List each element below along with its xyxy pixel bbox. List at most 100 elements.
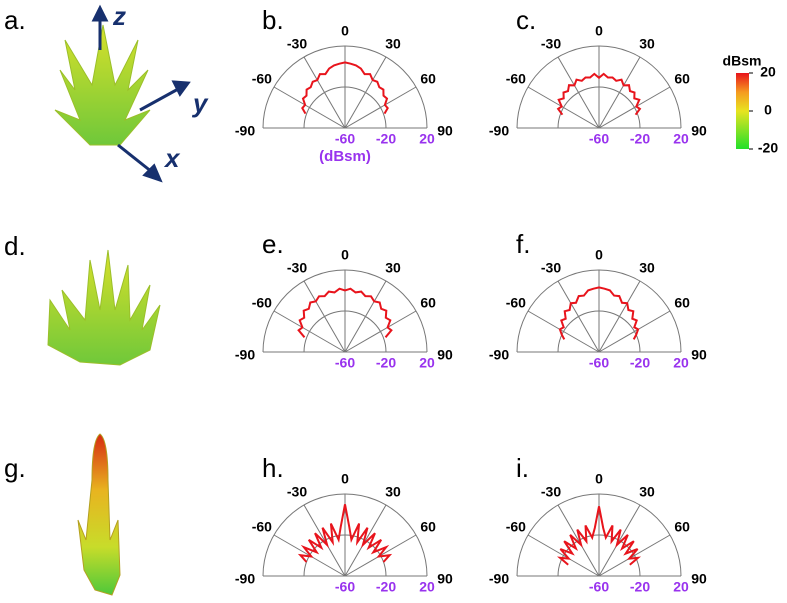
angle-tick-label: -30 [541, 484, 561, 500]
angle-tick-label: 60 [674, 519, 690, 535]
angle-tick-label: -60 [506, 71, 526, 87]
angle-tick-label: -90 [489, 347, 509, 363]
r-tick-label: -20 [630, 131, 650, 147]
rcs-curve [558, 286, 640, 340]
panel-label: f. [516, 229, 530, 259]
angle-tick-label: 0 [595, 23, 603, 39]
grid-spoke [598, 534, 671, 577]
axis-name: z [112, 1, 126, 31]
angle-tick-label: -60 [252, 71, 272, 87]
grid-spoke [598, 280, 641, 353]
rcs-curve [301, 61, 389, 115]
rcs-curve [556, 506, 642, 566]
grid-spoke [557, 56, 600, 129]
axis-name: y [191, 88, 209, 118]
r-tick-label: -20 [630, 355, 650, 371]
r-tick-label: -20 [376, 579, 396, 595]
r-unit-label: (dBsm) [319, 148, 371, 165]
angle-tick-label: -90 [489, 571, 509, 587]
angle-tick-label: -30 [541, 260, 561, 276]
grid-spoke [527, 310, 600, 353]
r-tick-label: -20 [630, 579, 650, 595]
angle-tick-label: 0 [595, 247, 603, 263]
colorbar-title: dBsm [723, 53, 762, 69]
r-tick-label: 20 [419, 579, 435, 595]
r-tick-label: -60 [589, 131, 609, 147]
angle-tick-label: 90 [437, 347, 453, 363]
grid-spoke [344, 310, 417, 353]
grid-spoke [598, 56, 641, 129]
grid-spoke [598, 310, 671, 353]
angle-tick-label: 30 [385, 260, 401, 276]
r-tick-label: -60 [335, 579, 355, 595]
angle-tick-label: 30 [385, 484, 401, 500]
panel-label: a. [4, 5, 26, 35]
angle-tick-label: -60 [252, 295, 272, 311]
angle-tick-label: -90 [235, 571, 255, 587]
angle-tick-label: 0 [341, 471, 349, 487]
r-tick-label: 20 [673, 579, 689, 595]
colorbar-tick-label: 20 [760, 64, 776, 80]
rcs-curve [556, 72, 642, 116]
grid-spoke [598, 86, 671, 129]
angle-tick-label: 0 [341, 247, 349, 263]
angle-tick-label: -30 [287, 484, 307, 500]
angle-tick-label: 90 [691, 347, 707, 363]
angle-tick-label: 60 [420, 519, 436, 535]
r-tick-label: 20 [673, 355, 689, 371]
angle-tick-label: -60 [252, 519, 272, 535]
panel-label: e. [262, 229, 284, 259]
panel-label: b. [262, 5, 284, 35]
grid-spoke [303, 56, 346, 129]
panel-label: h. [262, 453, 284, 483]
r-tick-label: -60 [335, 131, 355, 147]
panel-label: c. [516, 5, 536, 35]
r-tick-label: 20 [673, 131, 689, 147]
angle-tick-label: 90 [437, 571, 453, 587]
angle-tick-label: 90 [437, 123, 453, 139]
angle-tick-label: -60 [506, 519, 526, 535]
angle-tick-label: -60 [506, 295, 526, 311]
rcs-3d-a [54, 24, 151, 146]
angle-tick-label: 0 [595, 471, 603, 487]
angle-tick-label: 90 [691, 123, 707, 139]
angle-tick-label: 60 [674, 71, 690, 87]
rcs-curve [297, 287, 393, 338]
angle-tick-label: 30 [385, 36, 401, 52]
rcs-curve [297, 504, 393, 563]
axis-name: x [163, 143, 181, 173]
grid-spoke [273, 310, 346, 353]
angle-tick-label: 30 [639, 260, 655, 276]
grid-spoke [303, 504, 346, 577]
r-tick-label: 20 [419, 131, 435, 147]
angle-tick-label: -90 [235, 347, 255, 363]
grid-spoke [598, 504, 641, 577]
r-tick-label: -20 [376, 355, 396, 371]
grid-spoke [344, 86, 417, 129]
grid-spoke [344, 504, 387, 577]
r-tick-label: -60 [589, 355, 609, 371]
grid-spoke [344, 56, 387, 129]
angle-tick-label: 30 [639, 36, 655, 52]
grid-spoke [344, 280, 387, 353]
grid-spoke [303, 280, 346, 353]
rcs-3d-g [77, 433, 121, 596]
angle-tick-label: 90 [691, 571, 707, 587]
panel-label: i. [516, 453, 529, 483]
r-tick-label: 20 [419, 355, 435, 371]
colorbar-tick-label: -20 [758, 140, 778, 156]
angle-tick-label: 30 [639, 484, 655, 500]
grid-spoke [527, 534, 600, 577]
grid-spoke [557, 280, 600, 353]
angle-tick-label: -30 [541, 36, 561, 52]
angle-tick-label: 60 [420, 295, 436, 311]
panel-label: g. [4, 453, 26, 483]
panel-label: d. [4, 231, 26, 261]
r-tick-label: -60 [589, 579, 609, 595]
axis-arrows [91, 4, 191, 183]
grid-spoke [273, 86, 346, 129]
grid-spoke [557, 504, 600, 577]
r-tick-label: -60 [335, 355, 355, 371]
angle-tick-label: 60 [420, 71, 436, 87]
